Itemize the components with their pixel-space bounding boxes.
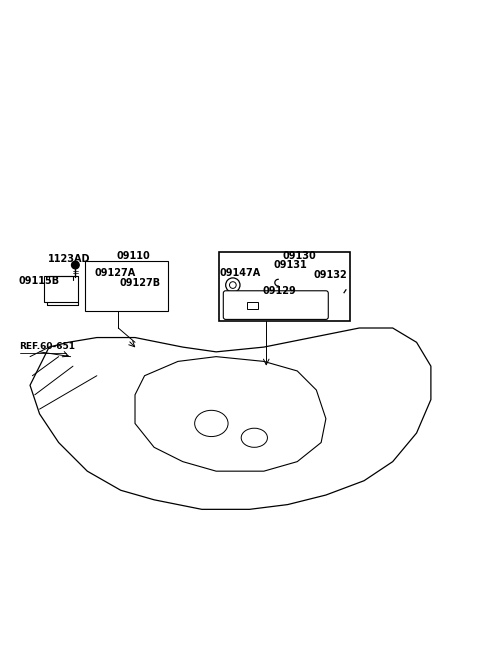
Ellipse shape — [195, 410, 228, 437]
Text: 09130: 09130 — [283, 251, 317, 261]
Text: 09110: 09110 — [117, 251, 151, 261]
Text: 1123AD: 1123AD — [48, 254, 90, 264]
Bar — [247, 302, 258, 309]
Polygon shape — [135, 357, 326, 471]
FancyBboxPatch shape — [223, 291, 328, 319]
Text: 09115B: 09115B — [18, 276, 59, 285]
Polygon shape — [30, 328, 431, 509]
Text: 09127A: 09127A — [95, 268, 136, 278]
Bar — [218, 252, 350, 321]
Bar — [44, 276, 78, 302]
Ellipse shape — [241, 428, 267, 447]
Text: 09131: 09131 — [274, 260, 307, 270]
Text: REF.60-651: REF.60-651 — [20, 342, 75, 352]
Circle shape — [72, 261, 79, 269]
Text: 09132: 09132 — [314, 270, 348, 280]
Text: 09127B: 09127B — [120, 278, 161, 288]
Text: 09147A: 09147A — [220, 268, 261, 278]
Text: 09129: 09129 — [263, 285, 297, 296]
Bar — [85, 261, 168, 312]
